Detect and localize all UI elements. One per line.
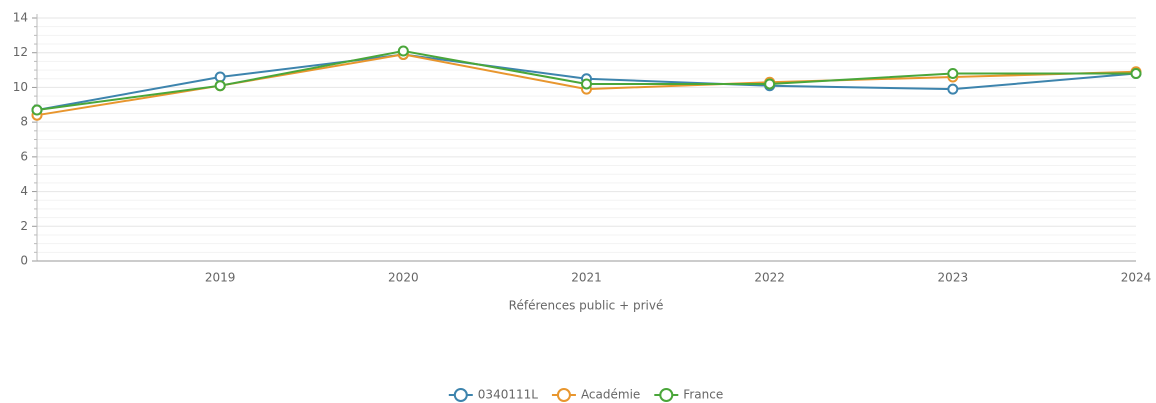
legend-item: France — [654, 388, 723, 402]
x-tick-label: 2024 — [1121, 271, 1152, 285]
y-tick-label: 12 — [13, 45, 28, 59]
data-point — [581, 78, 592, 90]
x-tick-label: 2023 — [938, 271, 969, 285]
data-point — [31, 104, 43, 116]
y-tick-label: 10 — [13, 80, 28, 94]
legend-marker — [556, 388, 571, 402]
data-point — [397, 45, 409, 57]
data-point — [214, 71, 226, 83]
legend-marker — [659, 388, 674, 402]
x-tick-label: 2019 — [205, 271, 236, 285]
y-tick-label: 14 — [13, 11, 28, 25]
y-tick-label: 6 — [20, 149, 28, 163]
data-point — [214, 80, 226, 92]
legend-label: France — [683, 388, 723, 402]
legend-label: 0340111L — [478, 388, 538, 402]
data-point — [1130, 68, 1142, 80]
legend-item: 0340111L — [448, 388, 538, 402]
data-point — [764, 78, 776, 90]
y-tick-label: 8 — [20, 115, 28, 129]
legend-label: Académie — [581, 388, 640, 402]
x-tick-label: 2022 — [754, 271, 785, 285]
data-point — [947, 68, 959, 80]
x-axis-label: Références public + privé — [509, 299, 664, 313]
legend: 0340111L Académie France — [448, 388, 723, 402]
data-point — [947, 83, 959, 95]
legend-marker — [453, 388, 468, 402]
y-tick-label: 2 — [20, 219, 28, 233]
y-tick-label: 4 — [20, 184, 28, 198]
y-tick-label: 0 — [20, 254, 28, 268]
x-tick-label: 2020 — [388, 271, 419, 285]
x-tick-label: 2021 — [571, 271, 602, 285]
legend-item: Académie — [551, 388, 640, 402]
